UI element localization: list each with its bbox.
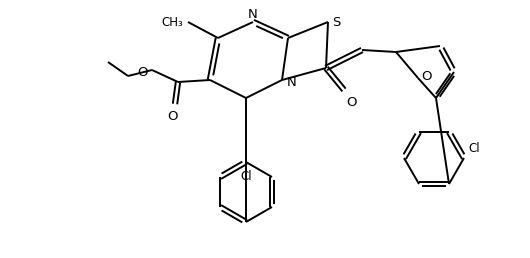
Text: Cl: Cl xyxy=(240,170,252,183)
Text: N: N xyxy=(248,8,258,21)
Text: O: O xyxy=(346,96,357,109)
Text: O: O xyxy=(167,110,177,123)
Text: CH₃: CH₃ xyxy=(161,17,183,29)
Text: O: O xyxy=(137,66,148,78)
Text: O: O xyxy=(421,70,431,84)
Text: S: S xyxy=(332,15,340,28)
Text: N: N xyxy=(287,76,297,88)
Text: Cl: Cl xyxy=(468,142,480,155)
